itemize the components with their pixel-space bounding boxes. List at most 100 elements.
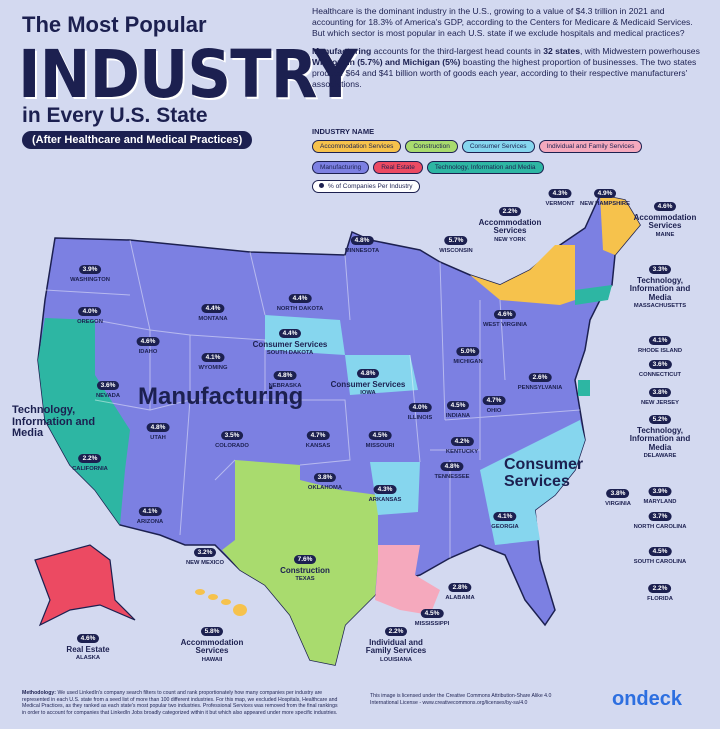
state-label: 5.2% Technology, Information and Media DEL… [620, 408, 700, 459]
state-name: ARKANSAS [368, 497, 402, 503]
state-name: GEORGIA [491, 524, 519, 530]
state-name: NEW HAMPSHIRE [580, 201, 630, 207]
legend-note: % of Companies Per Industry [312, 180, 420, 193]
intro-text: Healthcare is the dominant industry in t… [312, 6, 693, 39]
state-industry: Construction [280, 566, 330, 575]
region-label: Technology, Information and Media [12, 404, 96, 440]
legend-item: Consumer Services [461, 140, 535, 153]
state-label: 4.7% KANSAS [306, 424, 330, 449]
state-name: NEVADA [95, 393, 121, 399]
state-name: NEW YORK [494, 236, 526, 243]
iowa [345, 355, 418, 395]
state-name: KENTUCKY [445, 449, 479, 455]
state-percent: 4.4% [201, 304, 225, 313]
state-percent: 4.7% [306, 431, 330, 440]
state-label: 4.1% ARIZONA [137, 500, 163, 525]
state-label: 4.4% NORTH DAKOTA [276, 287, 324, 312]
state-name: LOUISIANA [380, 656, 412, 663]
state-name: MISSISSIPPI [414, 621, 450, 627]
island [221, 599, 231, 605]
state-label: 4.1% WYOMING [199, 346, 227, 371]
state-name: OKLAHOMA [307, 485, 343, 491]
subtitle: (After Healthcare and Medical Practices) [22, 131, 253, 149]
state-percent: 3.8% [606, 489, 630, 498]
state-label: 4.8% NEBRASKA [268, 364, 302, 389]
state-label: 2.2% FLORIDA [647, 577, 673, 602]
state-label: 4.5% SOUTH CAROLINA [633, 540, 687, 565]
state-percent: 7.6% [293, 555, 317, 564]
state-percent: 3.2% [193, 548, 217, 557]
state-label: 4.4% MONTANA [198, 297, 228, 322]
state-percent: 3.9% [78, 265, 102, 274]
state-label: 5.8% Accommodation Services HAWAII [172, 620, 252, 663]
island [233, 604, 247, 616]
state-name: ALASKA [75, 655, 101, 662]
state-label: 3.2% NEW MEXICO [186, 541, 224, 566]
legend-item: Accommodation Services [312, 140, 402, 153]
state-name: SOUTH DAKOTA [266, 350, 314, 357]
state-name: INDIANA [445, 413, 471, 419]
state-label: 4.3% ARKANSAS [368, 478, 402, 503]
state-percent: 4.6% [493, 310, 517, 319]
state-label: 3.3% Technology, Information and Media MAS… [620, 258, 700, 309]
state-percent: 4.8% [350, 236, 374, 245]
state-industry: Accommodation Services [633, 213, 697, 231]
state-label: 4.5% MISSISSIPPI [415, 602, 449, 627]
region-label: Consumer Services [504, 456, 584, 490]
maine [600, 195, 640, 255]
state-name: SOUTH CAROLINA [633, 559, 687, 565]
state-label: 4.8% TENNESSEE [434, 455, 470, 480]
state-label: 3.5% COLORADO [215, 424, 249, 449]
state-industry: Accommodation Services [180, 638, 244, 656]
south-dakota [265, 315, 345, 355]
border [44, 239, 581, 558]
state-percent: 3.3% [648, 265, 672, 274]
state-percent: 3.8% [648, 388, 672, 397]
state-label: 3.8% NEW JERSEY [641, 381, 679, 406]
state-label: 4.2% KENTUCKY [446, 430, 478, 455]
state-name: WEST VIRGINIA [482, 322, 528, 328]
state-label: 4.6% WEST VIRGINIA [483, 303, 527, 328]
state-percent: 2.2% [648, 584, 672, 593]
island [208, 594, 218, 600]
state-name: MONTANA [198, 316, 228, 322]
state-label: 4.8% UTAH [146, 416, 170, 441]
state-label: 7.6% Construction TEXAS [265, 548, 345, 582]
state-label: 3.6% NEVADA [96, 374, 120, 399]
state-percent: 4.5% [368, 431, 392, 440]
state-name: NORTH DAKOTA [276, 306, 324, 312]
state-name: TEXAS [295, 576, 315, 583]
massachusetts [575, 285, 612, 305]
state-percent: 4.7% [482, 396, 506, 405]
state-label: 3.7% NORTH CAROLINA [634, 505, 686, 530]
state-label: 4.9% NEW HAMPSHIRE [580, 182, 630, 207]
methodology-text: We used LinkedIn's company search filter… [22, 690, 338, 716]
state-percent: 4.4% [278, 329, 302, 338]
state-name: NEBRASKA [268, 383, 302, 389]
legend-item: Individual and Family Services [538, 140, 643, 153]
state-label: 3.9% WASHINGTON [70, 258, 110, 283]
state-name: OHIO [486, 408, 502, 414]
intro-paragraph: Healthcare is the dominant industry in t… [312, 6, 707, 40]
state-name: MISSOURI [365, 443, 395, 449]
alaska [34, 544, 136, 627]
state-percent: 3.5% [220, 431, 244, 440]
california [38, 318, 130, 525]
state-label: 4.1% RHODE ISLAND [638, 329, 682, 354]
state-percent: 4.1% [648, 336, 672, 345]
state-name: VERMONT [545, 201, 575, 207]
state-percent: 4.3% [373, 485, 397, 494]
state-name: DELAWARE [643, 453, 677, 460]
state-label: 4.8% MINNESOTA [345, 229, 379, 254]
state-label: 3.8% OKLAHOMA [308, 466, 342, 491]
title-line: The Most Popular [22, 12, 207, 37]
state-percent: 3.9% [648, 487, 672, 496]
new-york [470, 245, 575, 305]
state-percent: 2.2% [384, 627, 408, 636]
state-percent: 4.5% [420, 609, 444, 618]
state-name: NEW JERSEY [640, 400, 680, 406]
state-percent: 4.5% [648, 547, 672, 556]
state-label: 4.6% Real Estate ALASKA [48, 627, 128, 661]
state-name: VIRGINIA [605, 501, 631, 507]
